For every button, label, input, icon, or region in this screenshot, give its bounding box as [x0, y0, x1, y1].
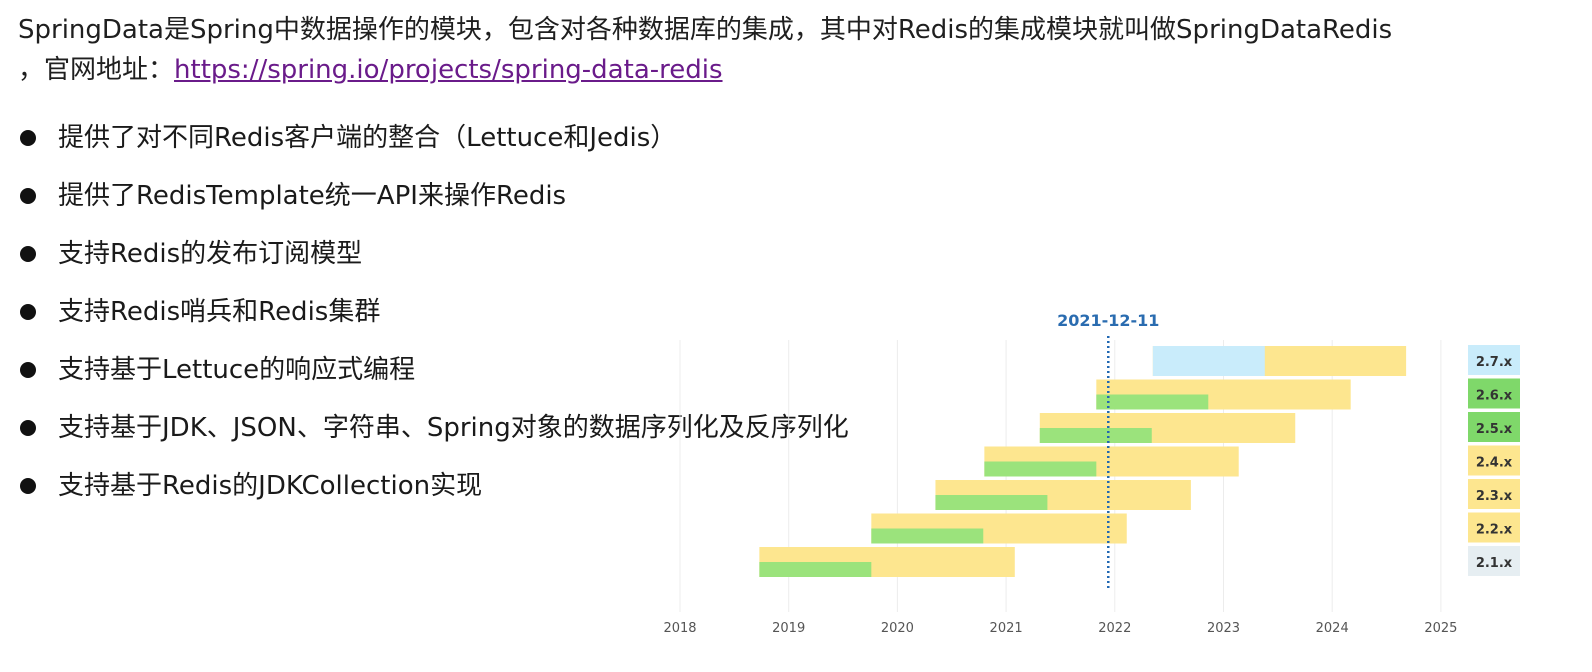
version-label: 2.3.x — [1476, 489, 1513, 504]
bullet-icon — [20, 420, 36, 436]
oss-support-bar — [1096, 394, 1209, 410]
bullet-icon — [20, 304, 36, 320]
feature-item: 支持基于JDK、JSON、字符串、Spring对象的数据序列化及反序列化 — [18, 408, 849, 466]
bullet-icon — [20, 188, 36, 204]
x-tick-label: 2019 — [772, 621, 805, 636]
bullet-icon — [20, 246, 36, 262]
version-label: 2.2.x — [1476, 523, 1513, 538]
version-label-badge — [1468, 546, 1520, 576]
intro-line2-prefix: ，官网地址： — [18, 55, 175, 85]
bullet-icon — [20, 478, 36, 494]
today-date-label: 2021-12-11 — [1057, 311, 1159, 330]
feature-item: 支持基于Lettuce的响应式编程 — [18, 350, 849, 408]
feature-item: 支持Redis哨兵和Redis集群 — [18, 292, 849, 350]
oss-support-bar — [935, 495, 1048, 510]
feature-list: 提供了对不同Redis客户端的整合（Lettuce和Jedis） 提供了Redi… — [18, 118, 849, 524]
version-label-badge — [1468, 512, 1520, 543]
version-label-badge — [1468, 378, 1520, 409]
version-label-badge — [1468, 345, 1520, 375]
version-label: 2.4.x — [1476, 456, 1513, 471]
feature-item: 提供了RedisTemplate统一API来操作Redis — [18, 176, 849, 234]
bullet-icon — [20, 130, 36, 146]
feature-item: 支持Redis的发布订阅模型 — [18, 234, 849, 292]
version-label: 2.5.x — [1476, 422, 1513, 437]
x-tick-label: 2024 — [1316, 621, 1349, 636]
oss-support-bar — [1039, 428, 1152, 443]
version-label: 2.7.x — [1476, 355, 1513, 370]
feature-item: 支持基于Redis的JDKCollection实现 — [18, 466, 849, 524]
x-tick-label: 2018 — [663, 621, 696, 636]
version-label-badge — [1468, 412, 1520, 442]
oss-support-bar — [984, 461, 1097, 477]
version-label: 2.6.x — [1476, 389, 1513, 404]
x-tick-label: 2021 — [990, 621, 1023, 636]
version-label-badge — [1468, 479, 1520, 509]
feature-item: 提供了对不同Redis客户端的整合（Lettuce和Jedis） — [18, 118, 849, 176]
official-site-link[interactable]: https://spring.io/projects/spring-data-r… — [174, 55, 723, 85]
version-label-badge — [1468, 445, 1520, 476]
intro-line2: ，官网地址：https://spring.io/projects/spring-… — [18, 50, 1558, 90]
bullet-icon — [20, 362, 36, 378]
intro-paragraph: SpringData是Spring中数据操作的模块，包含对各种数据库的集成，其中… — [18, 10, 1558, 90]
intro-line1: SpringData是Spring中数据操作的模块，包含对各种数据库的集成，其中… — [18, 15, 1393, 45]
oss-support-bar — [759, 562, 872, 577]
x-tick-label: 2025 — [1424, 621, 1457, 636]
oss-support-bar — [1152, 346, 1265, 376]
x-tick-label: 2020 — [881, 621, 914, 636]
version-label: 2.1.x — [1476, 556, 1513, 571]
oss-support-bar — [871, 528, 984, 544]
x-tick-label: 2022 — [1098, 621, 1131, 636]
x-tick-label: 2023 — [1207, 621, 1240, 636]
